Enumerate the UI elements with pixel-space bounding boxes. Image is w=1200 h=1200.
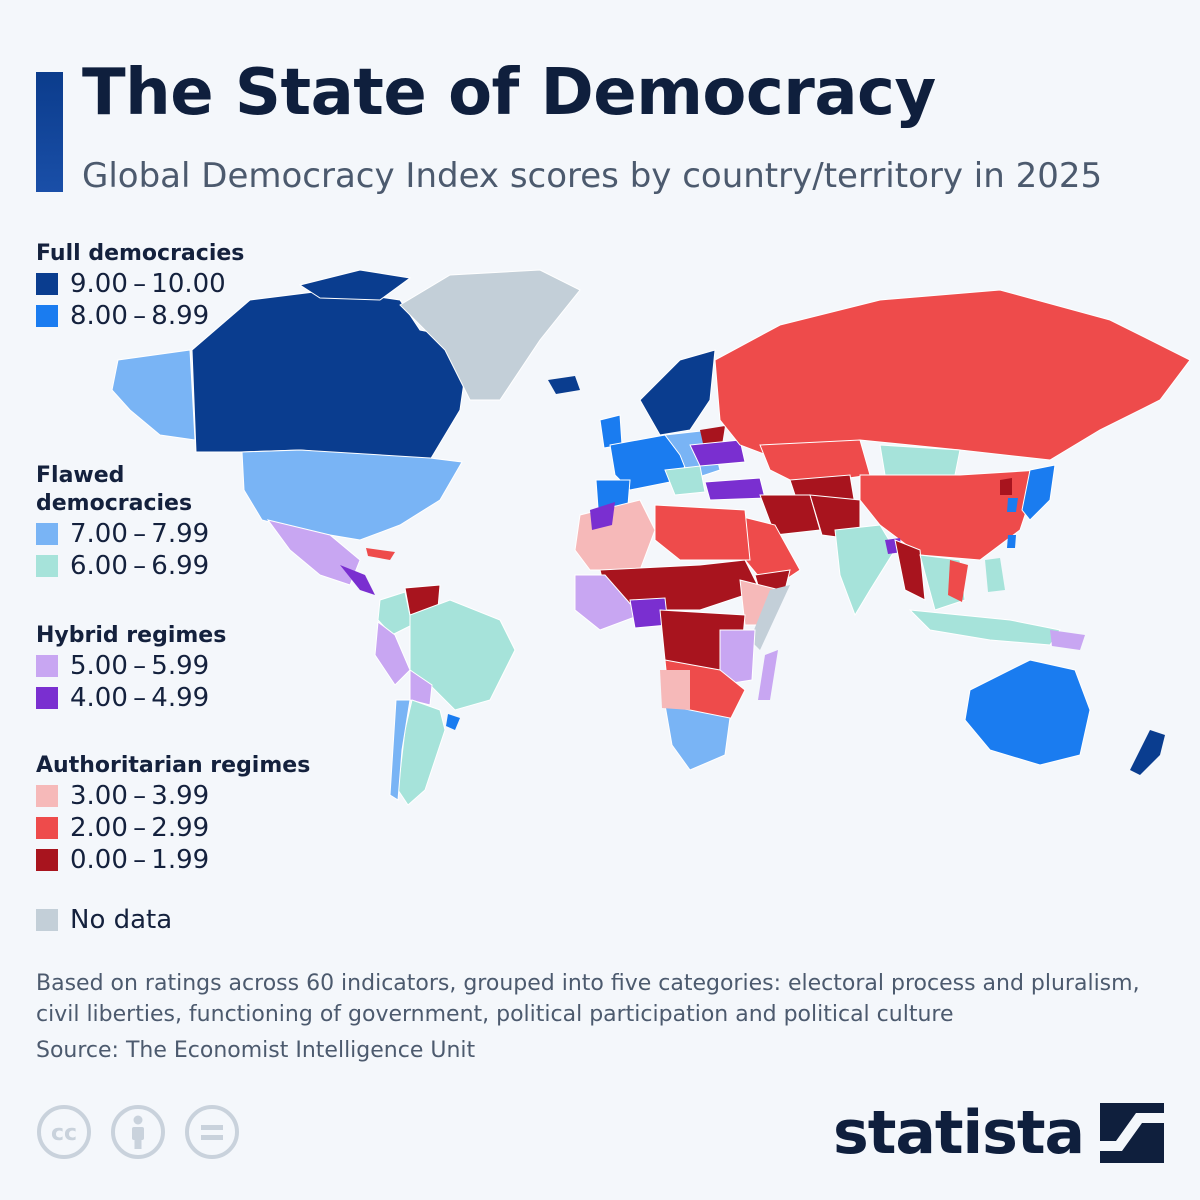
legend-swatch <box>36 273 58 295</box>
map-region-west-africa <box>574 574 641 631</box>
no-derivatives-icon[interactable] <box>184 1104 240 1160</box>
world-map <box>111 269 1191 806</box>
map-region-north-korea <box>1000 478 1012 495</box>
legend-group-full-democracies: Full democracies 9.00 – 10.00 8.00 – 8.9… <box>36 240 256 332</box>
page-title: The State of Democracy <box>82 56 936 130</box>
legend-heading: Full democracies <box>36 241 245 266</box>
title-accent-bar <box>36 72 63 192</box>
legend-label: 4.00 – 4.99 <box>70 683 210 713</box>
legend-heading: Hybrid regimes <box>36 623 227 648</box>
map-region-new-zealand <box>1130 730 1165 775</box>
legend-item: 3.00 – 3.99 <box>36 780 336 812</box>
map-region-chile <box>389 699 411 801</box>
map-region-alaska <box>111 349 196 441</box>
map-region-papua <box>1050 630 1085 650</box>
attribution-icon[interactable] <box>110 1104 166 1160</box>
legend-item: 6.00 – 6.99 <box>36 550 209 582</box>
map-region-south-korea <box>1007 498 1018 512</box>
legend-group-authoritarian-regimes: Authoritarian regimes 3.00 – 3.99 2.00 –… <box>36 752 336 876</box>
map-region-indonesia <box>908 609 1061 646</box>
map-region-india <box>834 524 896 617</box>
legend-item: No data <box>36 904 172 936</box>
statista-brand[interactable]: statista <box>833 1098 1164 1168</box>
map-region-east-africa <box>719 629 756 686</box>
map-region-madagascar <box>758 650 778 700</box>
map-region-uruguay <box>446 714 460 730</box>
cc-icon[interactable]: cc <box>36 1104 92 1160</box>
legend-swatch <box>36 817 58 839</box>
legend-label: 9.00 – 10.00 <box>70 269 226 299</box>
legend-label: No data <box>70 905 173 935</box>
map-region-southern-africa <box>664 704 731 771</box>
map-region-somalia <box>750 585 790 650</box>
legend-swatch <box>36 909 58 931</box>
map-region-mongolia <box>879 444 961 476</box>
legend-label: 7.00 – 7.99 <box>70 519 210 549</box>
legend-group-flawed-democracies: Flawed democracies 7.00 – 7.99 6.00 – 6.… <box>36 462 209 582</box>
map-region-china <box>859 469 1041 561</box>
map-region-australia <box>964 659 1091 766</box>
map-region-taiwan <box>1007 535 1016 548</box>
map-region-morocco <box>590 502 615 530</box>
map-region-russia <box>714 289 1191 461</box>
map-region-angola <box>660 670 690 710</box>
map-region-arctic-islands <box>298 269 412 301</box>
legend-item: 2.00 – 2.99 <box>36 812 336 844</box>
legend-label: 2.00 – 2.99 <box>70 813 210 843</box>
map-region-scandinavia <box>639 349 716 436</box>
legend-swatch <box>36 849 58 871</box>
legend-item: 8.00 – 8.99 <box>36 300 256 332</box>
map-region-north-africa-west <box>574 499 656 571</box>
legend-item: 7.00 – 7.99 <box>36 518 209 550</box>
legend-swatch <box>36 655 58 677</box>
legend-item: 9.00 – 10.00 <box>36 268 256 300</box>
map-region-ukraine <box>689 439 746 467</box>
legend-group-hybrid-regimes: Hybrid regimes 5.00 – 5.99 4.00 – 4.99 <box>36 622 256 714</box>
legend-swatch <box>36 555 58 577</box>
legend-swatch <box>36 523 58 545</box>
methodology-note: Based on ratings across 60 indicators, g… <box>36 971 1140 1027</box>
map-region-balkans <box>664 465 706 496</box>
legend-label: 0.00 – 1.99 <box>70 845 210 875</box>
legend-swatch <box>36 687 58 709</box>
map-region-turkey <box>704 477 766 501</box>
map-region-usa <box>241 449 463 541</box>
map-region-myanmar <box>894 539 926 601</box>
map-region-mexico <box>266 519 361 586</box>
brand-name: statista <box>832 1098 1085 1168</box>
legend-heading: Flawed democracies <box>36 463 193 516</box>
map-region-greenland <box>399 269 581 401</box>
license-icons: cc <box>36 1104 240 1160</box>
legend-group-no-data: No data <box>36 904 172 936</box>
map-region-japan <box>1021 464 1056 521</box>
page-subtitle: Global Democracy Index scores by country… <box>82 156 1103 196</box>
legend-swatch <box>36 305 58 327</box>
legend-item: 0.00 – 1.99 <box>36 844 336 876</box>
legend-item: 4.00 – 4.99 <box>36 682 256 714</box>
map-region-colombia <box>377 591 413 636</box>
source-note: Source: The Economist Intelligence Unit <box>36 1038 476 1063</box>
map-region-philippines <box>985 558 1005 592</box>
map-region-vietnam <box>948 560 968 602</box>
legend-label: 8.00 – 8.99 <box>70 301 210 331</box>
map-region-caribbean <box>366 548 395 560</box>
map-region-iceland <box>548 376 580 394</box>
statista-logo-icon <box>1100 1103 1164 1163</box>
legend-label: 6.00 – 6.99 <box>70 551 210 581</box>
legend-label: 5.00 – 5.99 <box>70 651 210 681</box>
legend-swatch <box>36 785 58 807</box>
map-region-central-america <box>340 565 375 595</box>
map-region-peru <box>374 621 411 686</box>
map-region-bolivia <box>409 669 433 706</box>
map-region-libya-egypt <box>654 504 751 561</box>
legend-item: 5.00 – 5.99 <box>36 650 256 682</box>
svg-text:cc: cc <box>51 1121 77 1146</box>
legend-heading: Authoritarian regimes <box>36 753 311 778</box>
legend-label: 3.00 – 3.99 <box>70 781 210 811</box>
